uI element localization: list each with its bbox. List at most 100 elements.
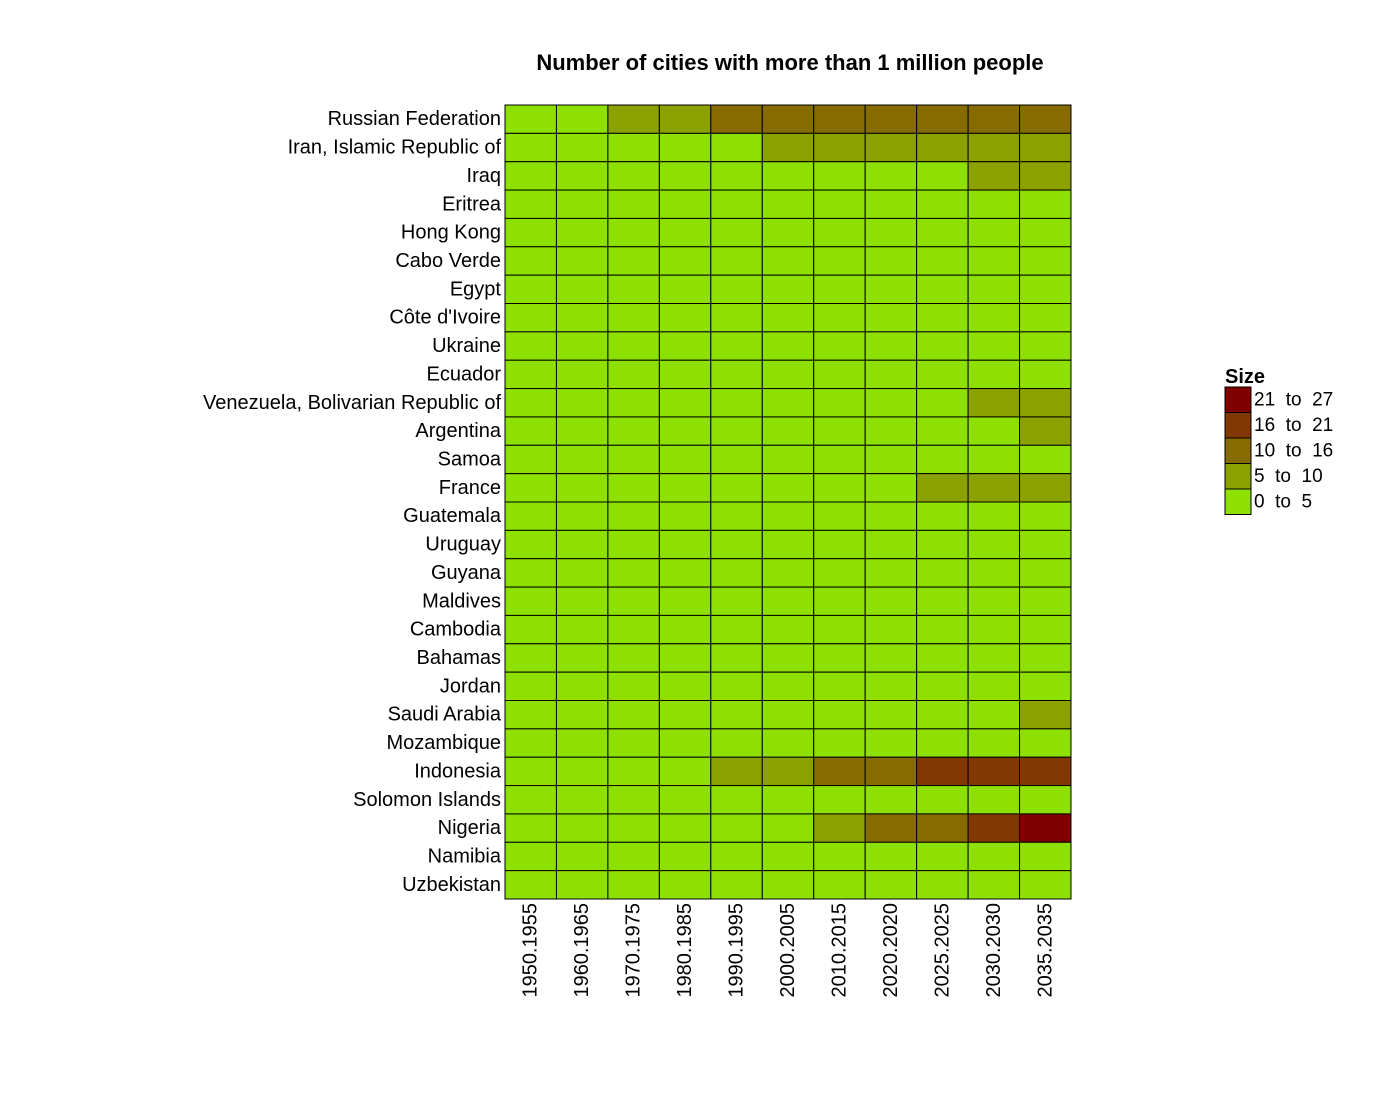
- heatmap-cell: [761, 529, 815, 560]
- heatmap-cell: [607, 303, 660, 333]
- heatmap-cell: [1019, 586, 1072, 616]
- heatmap-cell: [658, 614, 712, 645]
- heatmap-cell: [864, 331, 918, 361]
- heatmap-cell: [504, 841, 557, 872]
- heatmap-cell: [504, 416, 557, 446]
- row-label: Solomon Islands: [353, 789, 501, 811]
- heatmap-cell: [916, 558, 969, 588]
- heatmap-cell: [658, 700, 712, 730]
- heatmap-cell: [504, 870, 557, 900]
- heatmap-cell: [813, 756, 866, 787]
- heatmap-cell: [658, 643, 712, 673]
- legend-swatch: [1224, 463, 1252, 490]
- legend-swatch: [1224, 386, 1252, 413]
- heatmap-cell: [967, 728, 1021, 758]
- heatmap-cell: [504, 614, 557, 645]
- heatmap-cell: [1019, 132, 1072, 163]
- heatmap-cell: [864, 161, 918, 191]
- row-label: Hong Kong: [401, 222, 501, 244]
- heatmap-cell: [916, 331, 969, 361]
- heatmap-cell: [658, 359, 712, 390]
- heatmap-cell: [710, 161, 763, 191]
- heatmap-cell: [555, 132, 609, 163]
- heatmap-cell: [504, 643, 557, 673]
- heatmap-cell: [813, 700, 866, 730]
- heatmap-cell: [967, 416, 1021, 446]
- heatmap-cell: [864, 558, 918, 588]
- heatmap-cell: [864, 104, 918, 134]
- heatmap-cell: [607, 189, 660, 219]
- heatmap-cell: [658, 671, 712, 702]
- heatmap-cell: [555, 473, 609, 503]
- heatmap-cell: [555, 558, 609, 588]
- heatmap-cell: [864, 246, 918, 276]
- heatmap-cell: [761, 841, 815, 872]
- heatmap-cell: [658, 785, 712, 815]
- row-label: Ukraine: [432, 335, 501, 357]
- heatmap-cell: [761, 586, 815, 616]
- heatmap-cell: [607, 586, 660, 616]
- heatmap-cell: [1019, 444, 1072, 475]
- heatmap-cell: [607, 756, 660, 787]
- heatmap-cell: [504, 444, 557, 475]
- heatmap-cell: [813, 813, 866, 843]
- heatmap-cell: [658, 756, 712, 787]
- heatmap-cell: [607, 274, 660, 304]
- heatmap-cell: [864, 756, 918, 787]
- heatmap-cell: [864, 529, 918, 560]
- heatmap-cell: [658, 303, 712, 333]
- legend-label: 5 to 10: [1254, 466, 1323, 487]
- heatmap-cell: [813, 388, 866, 418]
- heatmap-cell: [813, 303, 866, 333]
- heatmap-cell: [555, 614, 609, 645]
- heatmap-cell: [607, 217, 660, 248]
- heatmap-cell: [813, 132, 866, 163]
- heatmap-cell: [813, 870, 866, 900]
- heatmap-cell: [504, 161, 557, 191]
- row-label: Cambodia: [410, 619, 502, 641]
- heatmap-cell: [658, 586, 712, 616]
- heatmap-cell: [607, 416, 660, 446]
- legend: Size 21 to 27 16 to 21 10 to 16 5 to 10 0 to…: [1224, 366, 1333, 515]
- heatmap-cell: [916, 189, 969, 219]
- heatmap-cell: [607, 388, 660, 418]
- heatmap-cell: [710, 274, 763, 304]
- heatmap-cell: [916, 132, 969, 163]
- row-label: Guatemala: [403, 505, 502, 527]
- row-label: Maldives: [422, 590, 501, 612]
- heatmap-cell: [607, 643, 660, 673]
- heatmap-cell: [1019, 785, 1072, 815]
- heatmap-cell: [555, 274, 609, 304]
- heatmap-cell: [1019, 359, 1072, 390]
- heatmap-cell: [710, 444, 763, 475]
- heatmap-cell: [761, 756, 815, 787]
- heatmap-cell: [504, 388, 557, 418]
- heatmap-cell: [710, 501, 763, 531]
- heatmap-cell: [607, 473, 660, 503]
- heatmap-cell: [761, 870, 815, 900]
- heatmap-cell: [864, 870, 918, 900]
- heatmap-cell: [1019, 700, 1072, 730]
- heatmap-cell: [967, 700, 1021, 730]
- heatmap-cell: [1019, 303, 1072, 333]
- heatmap-cell: [761, 303, 815, 333]
- heatmap-cell: [607, 614, 660, 645]
- heatmap-cell: [864, 274, 918, 304]
- heatmap-cell: [916, 614, 969, 645]
- heatmap-cell: [504, 813, 557, 843]
- heatmap-cell: [658, 870, 712, 900]
- heatmap-cell: [607, 132, 660, 163]
- heatmap-cell: [607, 246, 660, 276]
- heatmap-cell: [555, 813, 609, 843]
- column-label: 1960.1965: [571, 903, 593, 998]
- heatmap-cell: [658, 473, 712, 503]
- heatmap-cell: [1019, 388, 1072, 418]
- heatmap-cell: [504, 331, 557, 361]
- heatmap-cell: [504, 359, 557, 390]
- column-label: 2010.2015: [828, 903, 850, 998]
- heatmap-cell: [864, 643, 918, 673]
- heatmap-cell: [710, 870, 763, 900]
- heatmap-cell: [658, 529, 712, 560]
- heatmap-cell: [916, 444, 969, 475]
- heatmap-cell: [813, 104, 866, 134]
